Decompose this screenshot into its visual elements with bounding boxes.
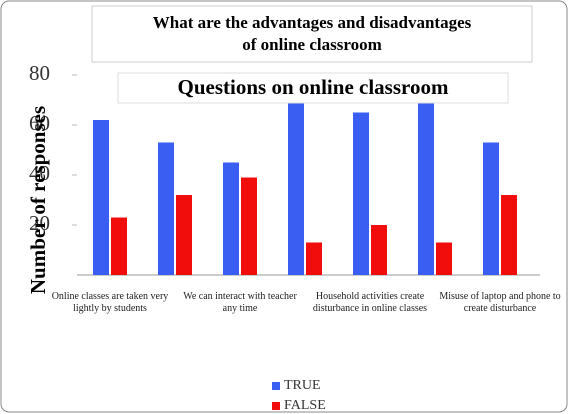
y-axis-label: Number of responses: [26, 106, 50, 294]
bar: [176, 195, 192, 275]
bar: [158, 142, 174, 275]
y-tick-label: 40: [29, 161, 50, 185]
x-tick-label: We can interact with teacher any time: [183, 291, 297, 314]
x-tick-label: Household activities create disturbance …: [312, 291, 428, 314]
title-box: [117, 72, 509, 104]
bar: [93, 120, 109, 275]
header-box: [91, 5, 533, 63]
bar: [483, 142, 499, 275]
y-tick-label: 80: [29, 61, 50, 85]
bar: [371, 225, 387, 275]
bar: [436, 242, 452, 275]
legend-swatch: [272, 382, 280, 390]
y-tick-label: 20: [29, 211, 50, 235]
bar: [223, 162, 239, 275]
legend-swatch: [272, 402, 280, 410]
x-tick-label: Misuse of laptop and phone to create dis…: [439, 291, 561, 314]
header: What are the advantages and disadvantage…: [153, 13, 472, 32]
bar: [418, 97, 434, 275]
legend-label: FALSE: [284, 398, 326, 413]
bar: [111, 217, 127, 275]
chart-title: Questions on online classroom: [178, 75, 449, 99]
bar: [353, 112, 369, 275]
header: of online classroom: [242, 35, 381, 54]
y-tick-label: 60: [29, 111, 50, 135]
bar: [306, 242, 322, 275]
bar: [241, 177, 257, 275]
bar: [501, 195, 517, 275]
bar: [288, 97, 304, 275]
x-tick-label: Online classes are taken very lightly by…: [51, 291, 169, 314]
legend-label: TRUE: [284, 378, 321, 393]
